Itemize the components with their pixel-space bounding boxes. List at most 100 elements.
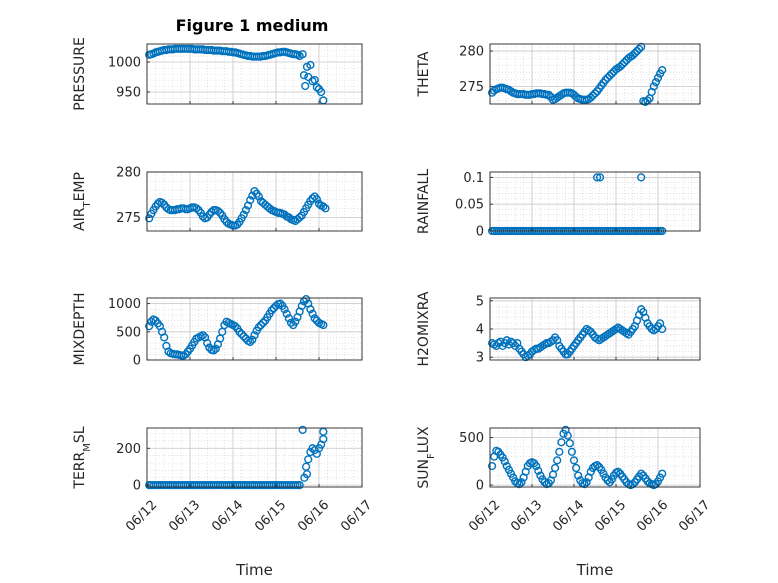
xtick-label-6-4: 06/16 [295,498,332,535]
xtick-label-7-4: 06/16 [634,498,671,535]
xtick-label-6-5: 06/17 [338,498,375,535]
data-point-0-75 [304,72,313,82]
xtick-label-7-3: 06/15 [592,498,629,535]
data-point-4-66 [286,318,296,327]
ytick-label-3-0: 0 [476,225,484,240]
data-point-2-51 [254,192,263,201]
data-point-4-44 [239,332,248,341]
subplot-7: 0 500 SUNFLUX 06/12 06/13 06/14 06/15 06/16 06/1… [416,425,713,579]
axes-box-1 [489,43,701,105]
data-point-1-69 [632,46,642,56]
data-point-1-77 [649,82,658,91]
data-point-1-27 [544,90,553,99]
data-point-7-6 [500,457,509,466]
data-point-7-14 [517,478,526,487]
data-point-2-6 [157,198,167,207]
ytick-label-5-1: 4 [476,323,484,338]
data-point-0-73 [301,81,310,91]
ylabel-4: MIXDEPTH [72,293,88,366]
ytick-label-5-0: 3 [476,351,484,366]
data-point-7-32 [555,447,564,456]
data-point-1-63 [620,58,629,67]
data-point-0-76 [306,60,315,70]
ytick-label-0-1: 1000 [108,56,141,71]
data-point-2-0 [145,214,154,223]
ylabel-1: THETA [416,51,432,97]
data-point-7-81 [658,469,667,478]
data-point-6-83 [302,469,312,479]
data-point-4-51 [254,323,263,332]
data-point-7-44 [580,480,589,489]
axes-box-2 [146,171,363,232]
data-point-4-49 [250,331,259,340]
data-point-7-22 [534,466,543,475]
plot-area-1 [490,44,700,104]
data-point-6-74 [304,455,313,464]
data-point-4-27 [203,338,212,348]
axes-box-4 [146,297,363,361]
data-point-4-48 [248,335,257,344]
axes-box-0 [146,43,363,105]
data-point-2-47 [246,196,255,205]
data-point-4-68 [291,317,300,326]
data-point-1-55 [603,73,612,82]
data-point-7-55 [603,476,612,485]
data-point-7-41 [574,471,583,480]
xtick-label-7-5: 06/17 [676,498,713,535]
data-point-4-9 [164,347,173,356]
data-point-2-22 [192,204,201,213]
data-point-7-0 [488,461,497,471]
figure-title: Figure 1 medium [176,16,329,35]
data-point-0-81 [317,87,326,97]
subplot-3: 0 0.05 0.1 RAINFALL [416,169,701,240]
data-point-1-48 [588,91,598,100]
axes-box-3 [489,171,701,232]
data-point-7-37 [565,439,574,448]
xtick-label-7-0: 06/12 [466,498,503,535]
data-point-4-40 [231,322,240,331]
data-point-1-81 [658,66,667,75]
plot-area-6 [147,428,362,487]
subplot-grid: 950 1000 PRESSURE 275 280 THETA 275 280 AIRTEMP 0… [72,37,713,579]
data-point-0-72 [299,71,309,80]
data-point-1-62 [618,60,627,69]
data-point-3-83 [595,173,605,182]
data-point-2-44 [239,210,248,219]
ytick-label-7-1: 500 [459,431,484,446]
data-point-2-78 [312,195,321,204]
subplot-2: 275 280 AIRTEMP [72,166,363,232]
ytick-label-0-0: 950 [116,86,141,101]
ytick-label-1-1: 280 [459,45,484,60]
data-point-4-53 [259,318,268,327]
ytick-label-6-1: 200 [116,442,141,457]
data-point-1-70 [634,44,644,54]
data-point-7-38 [567,447,577,456]
xtick-label-7-1: 06/13 [508,498,545,535]
data-point-7-60 [613,467,623,476]
data-point-4-7 [160,333,169,342]
subplot-1: 275 280 THETA [416,42,701,106]
data-point-4-63 [280,305,289,314]
plot-area-3 [490,172,700,231]
data-point-1-61 [616,62,625,71]
data-point-4-77 [310,314,319,323]
data-point-4-64 [282,309,291,318]
ylabel-2: AIRTEMP [72,172,93,231]
data-point-0-71 [298,50,307,59]
plot-area-2 [147,172,362,231]
data-point-1-79 [653,73,663,82]
data-point-4-25 [198,331,208,340]
data-point-2-76 [308,194,317,203]
data-point-1-54 [601,75,610,85]
data-point-1-49 [590,89,600,98]
data-point-2-82 [321,204,330,213]
data-point-7-31 [553,456,562,465]
data-point-1-56 [605,71,614,80]
data-point-7-45 [582,478,591,487]
data-point-7-21 [532,461,541,471]
data-point-1-67 [628,51,637,60]
data-point-7-40 [571,463,581,473]
data-point-7-67 [628,480,637,489]
ytick-label-7-0: 0 [476,479,484,494]
ytick-label-6-0: 0 [133,479,141,494]
